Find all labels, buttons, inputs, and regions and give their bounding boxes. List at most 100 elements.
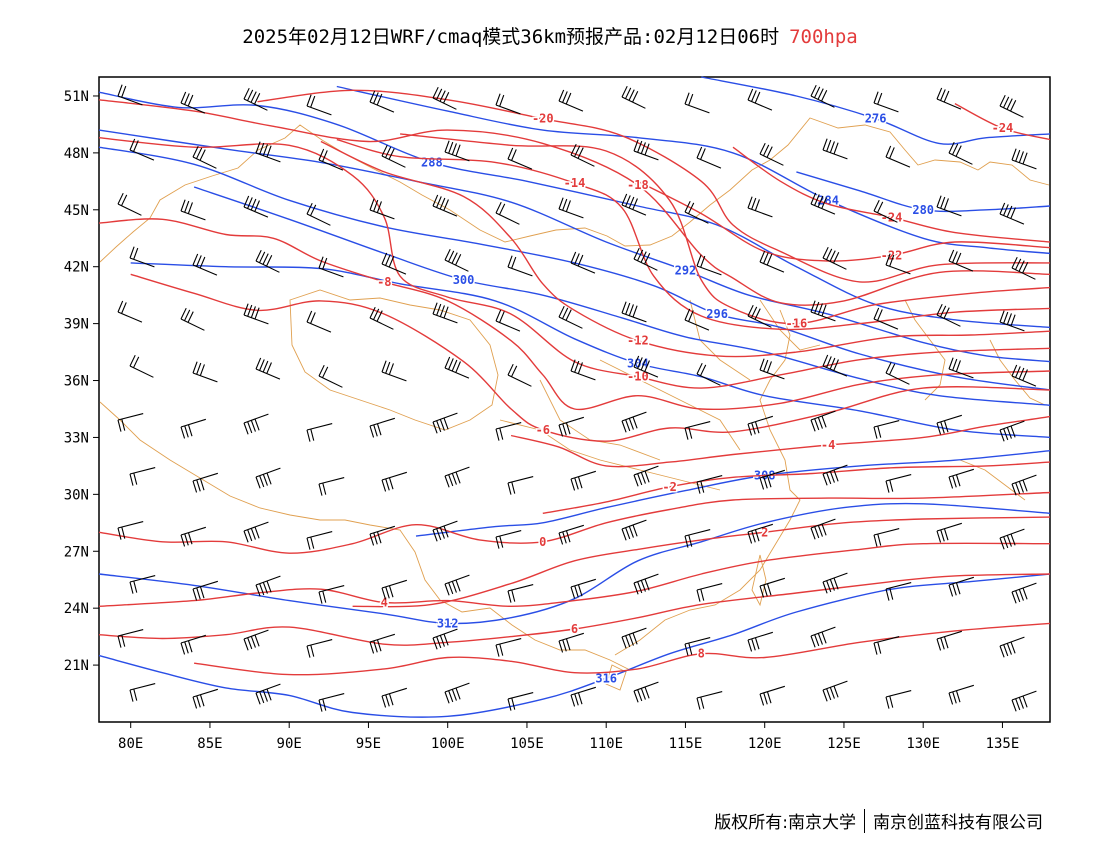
wind-barb-feather bbox=[499, 427, 504, 440]
wind-barb-feather bbox=[766, 475, 772, 488]
wind-barb-feather bbox=[369, 533, 375, 546]
wind-barb-feather bbox=[822, 246, 829, 259]
wind-barb-feather bbox=[952, 475, 957, 488]
wind-barb-feather bbox=[889, 254, 895, 267]
wind-barb-staff bbox=[810, 626, 836, 637]
wind-barb-feather bbox=[826, 248, 833, 260]
wind-barb-feather bbox=[266, 255, 273, 267]
wind-barb-feather bbox=[873, 642, 878, 655]
wind-barb-feather bbox=[495, 93, 501, 106]
wind-barb-feather bbox=[822, 473, 828, 486]
wind-barb-feather bbox=[255, 692, 261, 705]
wind-barb-feather bbox=[763, 476, 768, 489]
wind-barb-feather bbox=[562, 423, 567, 436]
wind-barb-feather bbox=[250, 420, 256, 432]
wind-barb-feather bbox=[199, 586, 205, 599]
wind-barb-feather bbox=[121, 634, 126, 647]
wind-barb-feather bbox=[436, 528, 442, 541]
wind-barb-feather bbox=[511, 365, 518, 377]
wind-barb-feather bbox=[495, 644, 500, 657]
wind-barb-feather bbox=[184, 93, 190, 105]
wind-barb-feather bbox=[625, 302, 631, 315]
wind-barb-feather bbox=[1010, 207, 1016, 219]
wind-barb-feather bbox=[754, 308, 761, 320]
wind-barb-feather bbox=[511, 256, 517, 269]
wind-barb-feather bbox=[306, 94, 312, 107]
wind-barb-feather bbox=[495, 309, 502, 322]
wind-barb-feather bbox=[999, 310, 1005, 323]
wind-barb-staff bbox=[180, 210, 206, 221]
wind-barb-feather bbox=[955, 252, 962, 265]
x-tick-label: 135E bbox=[986, 736, 1020, 752]
wind-barb-feather bbox=[495, 428, 500, 441]
wind-barb-feather bbox=[451, 143, 457, 155]
wind-barb-feather bbox=[640, 251, 647, 263]
wind-barb-feather bbox=[255, 476, 261, 489]
wind-barb-staff bbox=[243, 521, 269, 532]
wind-barb-feather bbox=[507, 255, 513, 268]
y-tick-label: 48N bbox=[64, 146, 89, 162]
temperature-contour-label: -10 bbox=[627, 370, 649, 384]
wind-barb-feather bbox=[873, 534, 878, 547]
wind-barb-feather bbox=[254, 418, 260, 431]
wind-barb-feather bbox=[184, 309, 191, 321]
wind-barb-feather bbox=[507, 590, 512, 603]
wind-barb-feather bbox=[877, 425, 882, 438]
wind-barb-feather bbox=[696, 254, 702, 267]
wind-barb-staff bbox=[495, 212, 520, 225]
wind-barb-staff bbox=[759, 685, 786, 695]
wind-barb-feather bbox=[262, 582, 268, 594]
wind-barb-feather bbox=[262, 360, 269, 373]
wind-barb-feather bbox=[833, 469, 839, 482]
height-contour-label: 292 bbox=[675, 264, 697, 278]
wind-barb-feather bbox=[129, 581, 134, 594]
temperature-contour-label: 0 bbox=[539, 535, 546, 549]
wind-barb-feather bbox=[766, 691, 772, 704]
wind-barb-feather bbox=[310, 95, 316, 108]
wind-barb-staff bbox=[633, 150, 659, 161]
wind-barb-feather bbox=[1022, 152, 1028, 165]
wind-barb-feather bbox=[121, 194, 128, 206]
temperature-contour-line bbox=[98, 137, 1051, 389]
wind-barb-feather bbox=[310, 428, 315, 441]
wind-barb-feather bbox=[885, 588, 890, 601]
wind-barb-feather bbox=[936, 303, 943, 316]
wind-barb-feather bbox=[763, 359, 769, 372]
wind-barb-feather bbox=[562, 198, 568, 211]
wind-barb-feather bbox=[700, 148, 706, 160]
temperature-contour-line bbox=[98, 573, 1051, 646]
wind-barb-feather bbox=[644, 578, 650, 591]
wind-barb-staff bbox=[759, 153, 784, 166]
wind-barb-feather bbox=[570, 251, 577, 264]
wind-barb-feather bbox=[565, 309, 572, 321]
wind-barb-feather bbox=[439, 90, 446, 102]
wind-barb-staff bbox=[621, 204, 647, 216]
wind-barb-feather bbox=[129, 138, 136, 151]
wind-barb-feather bbox=[747, 304, 754, 317]
wind-barb-feather bbox=[259, 691, 265, 704]
wind-barb-feather bbox=[381, 144, 388, 157]
wind-barb-staff bbox=[822, 680, 848, 691]
wind-barb-feather bbox=[184, 200, 190, 213]
wind-barb-feather bbox=[243, 87, 250, 100]
wind-barb-feather bbox=[388, 477, 394, 490]
wind-barb-staff bbox=[1011, 582, 1037, 593]
y-tick-label: 27N bbox=[64, 544, 89, 560]
wind-barb-feather bbox=[250, 636, 256, 648]
wind-barb-feather bbox=[432, 529, 438, 542]
wind-barb-feather bbox=[388, 148, 395, 160]
wind-barb-feather bbox=[885, 361, 892, 374]
wind-barb-feather bbox=[565, 638, 571, 651]
wind-barb-feather bbox=[877, 309, 883, 321]
wind-barb-staff bbox=[684, 103, 710, 114]
wind-barb-feather bbox=[684, 308, 691, 321]
wind-barb-feather bbox=[451, 252, 458, 264]
wind-barb-feather bbox=[877, 641, 882, 654]
wind-barb-staff bbox=[810, 518, 836, 529]
wind-barb-feather bbox=[381, 252, 388, 265]
wind-barb-staff bbox=[873, 210, 898, 223]
wind-barb-staff bbox=[999, 420, 1025, 431]
title-main: 2025年02月12日WRF/cmaq模式36km预报产品:02月12日06时 bbox=[242, 26, 780, 48]
wind-barb-staff bbox=[243, 413, 269, 424]
